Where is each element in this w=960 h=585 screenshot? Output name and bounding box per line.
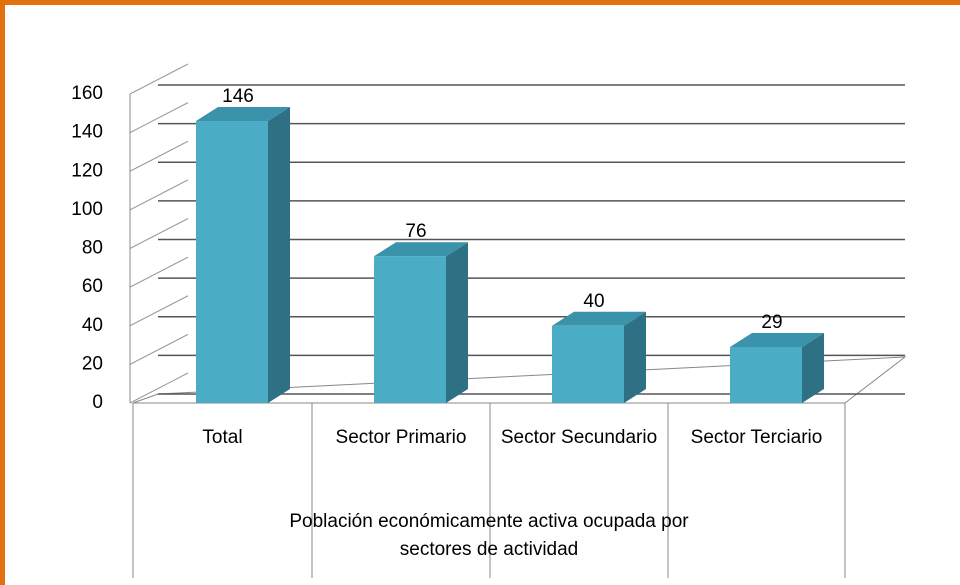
x-tick-label: Sector Terciario [690,427,823,448]
side-grid-line [129,256,189,288]
side-grid-line [129,179,189,211]
data-label: 146 [222,86,254,107]
bar-top [374,242,468,257]
bar-top [196,107,290,122]
x-tick-label: Total [202,427,243,448]
bar [552,325,624,403]
y-tick-label: 160 [71,83,103,104]
data-label: 40 [583,291,604,312]
side-grid-line [129,333,189,365]
bar-top [552,311,646,326]
bar-top [730,332,824,347]
side-grid-line [129,372,189,404]
side-grid-line [129,218,189,249]
y-tick-label: 140 [71,122,103,143]
side-grid-line [129,102,189,134]
bar [196,121,268,403]
x-tick-label: Sector Primario [335,427,467,448]
bar [374,256,446,403]
y-tick-label: 0 [92,392,103,413]
bar-side [446,242,468,403]
data-label: 76 [405,221,426,242]
bar-side [268,107,290,403]
y-tick-label: 100 [71,199,103,220]
y-tick-label: 40 [82,315,103,336]
y-tick-label: 60 [82,276,103,297]
y-tick-label: 120 [71,160,103,181]
x-tick-label: Sector Secundario [500,427,658,448]
bar-side [624,311,646,403]
side-grid-line [129,63,189,95]
bar-side [802,332,824,403]
side-grid-line [129,140,189,172]
y-tick-label: 20 [82,353,103,374]
x-axis-title: Población económicamente activa ocupada … [289,511,689,560]
bar [730,346,802,403]
y-tick-label: 80 [82,238,103,259]
data-label: 29 [761,312,782,333]
side-grid-line [129,295,189,327]
